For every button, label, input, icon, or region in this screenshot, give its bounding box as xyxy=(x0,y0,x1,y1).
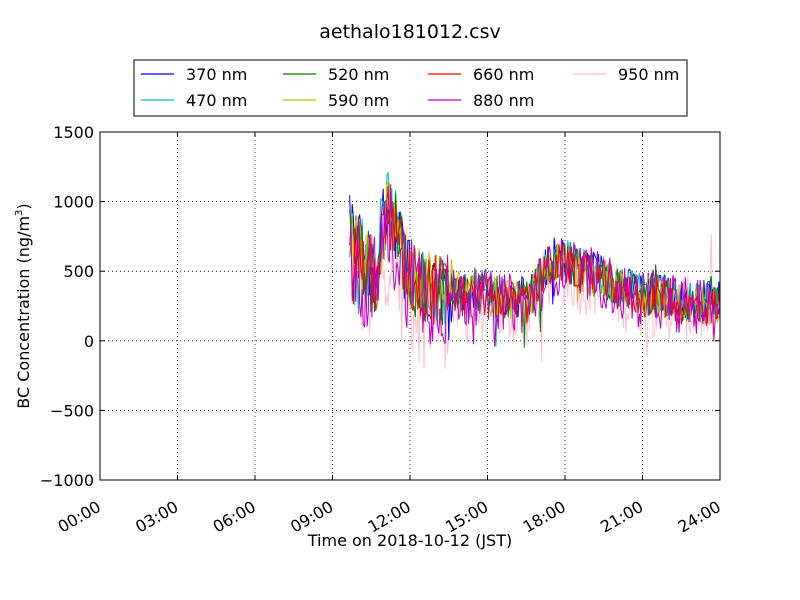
series-line-660-nm xyxy=(349,186,721,325)
x-tick-label: 24:00 xyxy=(675,497,724,537)
y-axis-label: BC Concentration (ng/m3) xyxy=(14,203,33,408)
legend-label: 880 nm xyxy=(473,91,534,110)
plot-series xyxy=(349,171,721,369)
y-tick-label: −500 xyxy=(50,401,94,420)
legend-box xyxy=(133,59,688,117)
y-axis: −1000 −500 0 500 1000 1500 xyxy=(40,123,720,490)
y-tick-label: −1000 xyxy=(40,471,94,490)
x-tick-label: 00:00 xyxy=(55,497,104,537)
x-tick-label: 21:00 xyxy=(597,497,646,537)
legend-label: 660 nm xyxy=(473,65,534,84)
chart-title: aethalo181012.csv xyxy=(319,21,501,43)
y-axis-label-main: BC Concentration (ng/m xyxy=(14,216,33,409)
x-tick-label: 06:00 xyxy=(210,497,259,537)
y-tick-label: 0 xyxy=(84,332,94,351)
legend-label: 520 nm xyxy=(328,65,389,84)
x-tick-label: 18:00 xyxy=(520,497,569,537)
legend-label: 590 nm xyxy=(328,91,389,110)
legend: 370 nm 470 nm 520 nm 590 nm 660 nm 880 nm 950 … xyxy=(133,59,688,117)
y-tick-label: 500 xyxy=(63,262,94,281)
y-axis-label-suffix: ) xyxy=(14,203,33,209)
y-tick-label: 1500 xyxy=(53,123,94,142)
y-tick-label: 1000 xyxy=(53,193,94,212)
x-axis-label: Time on 2018-10-12 (JST) xyxy=(307,531,512,550)
legend-label: 370 nm xyxy=(186,65,247,84)
x-tick-label: 03:00 xyxy=(132,497,181,537)
legend-label: 470 nm xyxy=(186,91,247,110)
legend-label: 950 nm xyxy=(618,65,679,84)
series-line-880-nm xyxy=(349,184,721,347)
y-axis-label-superscript: 3 xyxy=(14,210,25,216)
